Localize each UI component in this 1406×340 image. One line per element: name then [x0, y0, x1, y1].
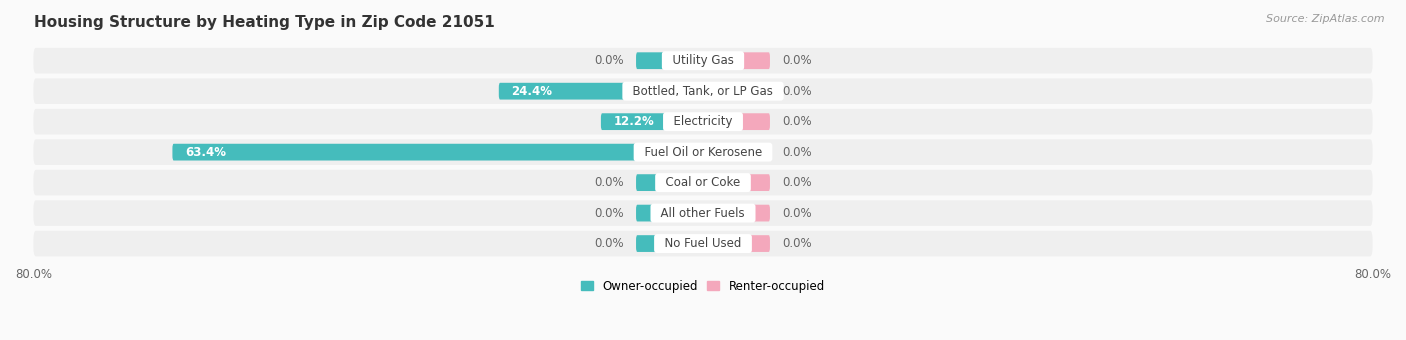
- FancyBboxPatch shape: [34, 200, 1372, 226]
- FancyBboxPatch shape: [34, 170, 1372, 195]
- Text: No Fuel Used: No Fuel Used: [657, 237, 749, 250]
- Text: 0.0%: 0.0%: [593, 207, 623, 220]
- FancyBboxPatch shape: [173, 144, 703, 160]
- Legend: Owner-occupied, Renter-occupied: Owner-occupied, Renter-occupied: [576, 275, 830, 298]
- Text: Bottled, Tank, or LP Gas: Bottled, Tank, or LP Gas: [626, 85, 780, 98]
- Text: 0.0%: 0.0%: [783, 115, 813, 128]
- Text: 0.0%: 0.0%: [783, 207, 813, 220]
- Text: All other Fuels: All other Fuels: [654, 207, 752, 220]
- FancyBboxPatch shape: [703, 174, 770, 191]
- FancyBboxPatch shape: [703, 113, 770, 130]
- Text: 0.0%: 0.0%: [593, 237, 623, 250]
- FancyBboxPatch shape: [636, 235, 703, 252]
- Text: 12.2%: 12.2%: [613, 115, 654, 128]
- FancyBboxPatch shape: [703, 205, 770, 221]
- Text: 0.0%: 0.0%: [783, 146, 813, 159]
- FancyBboxPatch shape: [703, 235, 770, 252]
- Text: 63.4%: 63.4%: [186, 146, 226, 159]
- Text: 0.0%: 0.0%: [783, 54, 813, 67]
- Text: 0.0%: 0.0%: [783, 176, 813, 189]
- Text: 0.0%: 0.0%: [783, 85, 813, 98]
- Text: 0.0%: 0.0%: [783, 237, 813, 250]
- Text: 0.0%: 0.0%: [593, 54, 623, 67]
- Text: 0.0%: 0.0%: [593, 176, 623, 189]
- Text: Coal or Coke: Coal or Coke: [658, 176, 748, 189]
- Text: Utility Gas: Utility Gas: [665, 54, 741, 67]
- FancyBboxPatch shape: [703, 83, 770, 100]
- FancyBboxPatch shape: [34, 79, 1372, 104]
- FancyBboxPatch shape: [600, 113, 703, 130]
- FancyBboxPatch shape: [703, 52, 770, 69]
- FancyBboxPatch shape: [34, 139, 1372, 165]
- FancyBboxPatch shape: [34, 109, 1372, 134]
- FancyBboxPatch shape: [636, 52, 703, 69]
- FancyBboxPatch shape: [703, 144, 770, 160]
- Text: Fuel Oil or Kerosene: Fuel Oil or Kerosene: [637, 146, 769, 159]
- Text: Electricity: Electricity: [666, 115, 740, 128]
- FancyBboxPatch shape: [34, 231, 1372, 256]
- Text: Housing Structure by Heating Type in Zip Code 21051: Housing Structure by Heating Type in Zip…: [34, 15, 495, 30]
- FancyBboxPatch shape: [636, 174, 703, 191]
- Text: Source: ZipAtlas.com: Source: ZipAtlas.com: [1267, 14, 1385, 23]
- FancyBboxPatch shape: [636, 205, 703, 221]
- FancyBboxPatch shape: [34, 48, 1372, 73]
- Text: 24.4%: 24.4%: [512, 85, 553, 98]
- FancyBboxPatch shape: [499, 83, 703, 100]
